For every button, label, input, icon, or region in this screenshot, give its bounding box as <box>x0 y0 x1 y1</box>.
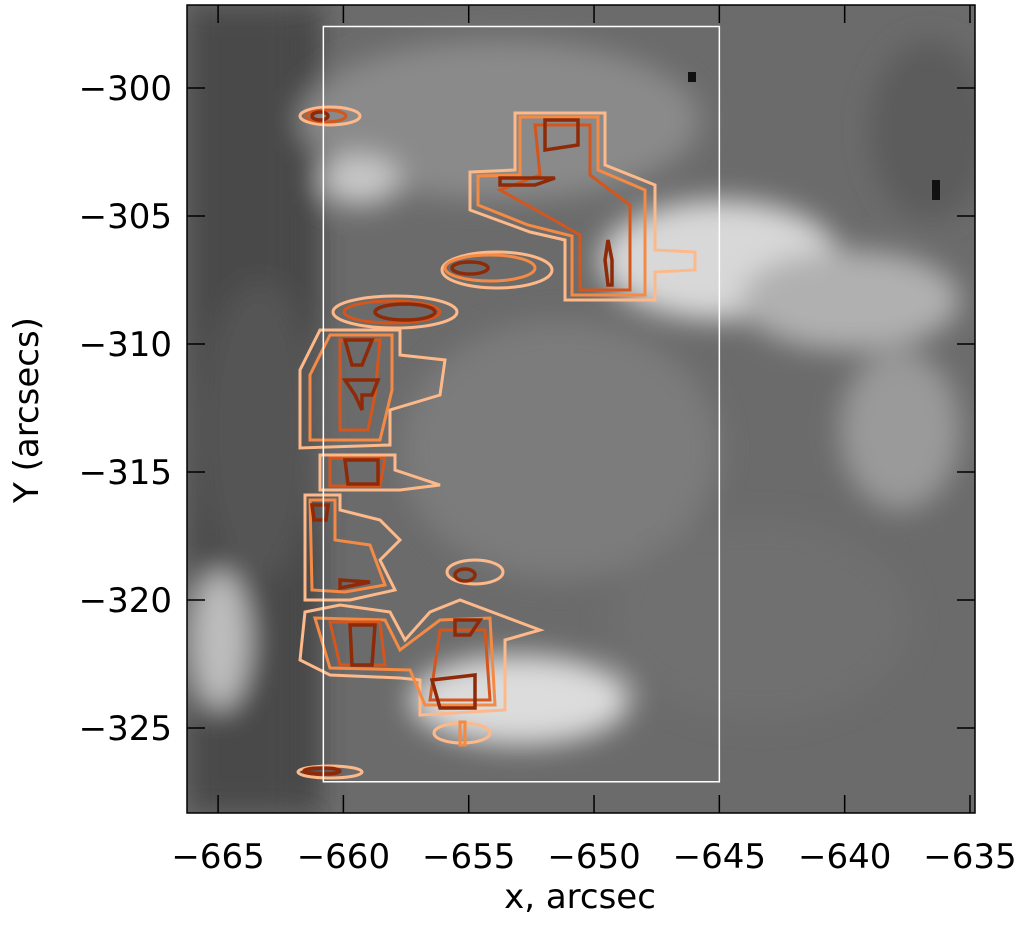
contours <box>296 105 697 780</box>
solar-image <box>187 5 975 813</box>
y-axis-label: Y (arcsecs) <box>7 317 47 504</box>
y-tick-label: −310 <box>79 325 172 365</box>
x-tick-label: −635 <box>923 837 1016 877</box>
x-axis-label: x, arcsec <box>504 877 656 917</box>
plot-frame <box>186 4 976 814</box>
x-tick-label: −640 <box>798 837 891 877</box>
y-tick-label: −315 <box>79 453 172 493</box>
x-tick-label: −645 <box>673 837 766 877</box>
y-tick-label: −325 <box>79 709 172 749</box>
field-of-view-box <box>322 25 721 783</box>
y-tick-label: −305 <box>79 197 172 237</box>
x-tick-label: −660 <box>297 837 390 877</box>
x-tick-label: −655 <box>422 837 515 877</box>
y-tick-label: −300 <box>79 69 172 109</box>
x-tick-label: −665 <box>171 837 264 877</box>
x-tick-label: −650 <box>547 837 640 877</box>
y-tick-label: −320 <box>79 581 172 621</box>
